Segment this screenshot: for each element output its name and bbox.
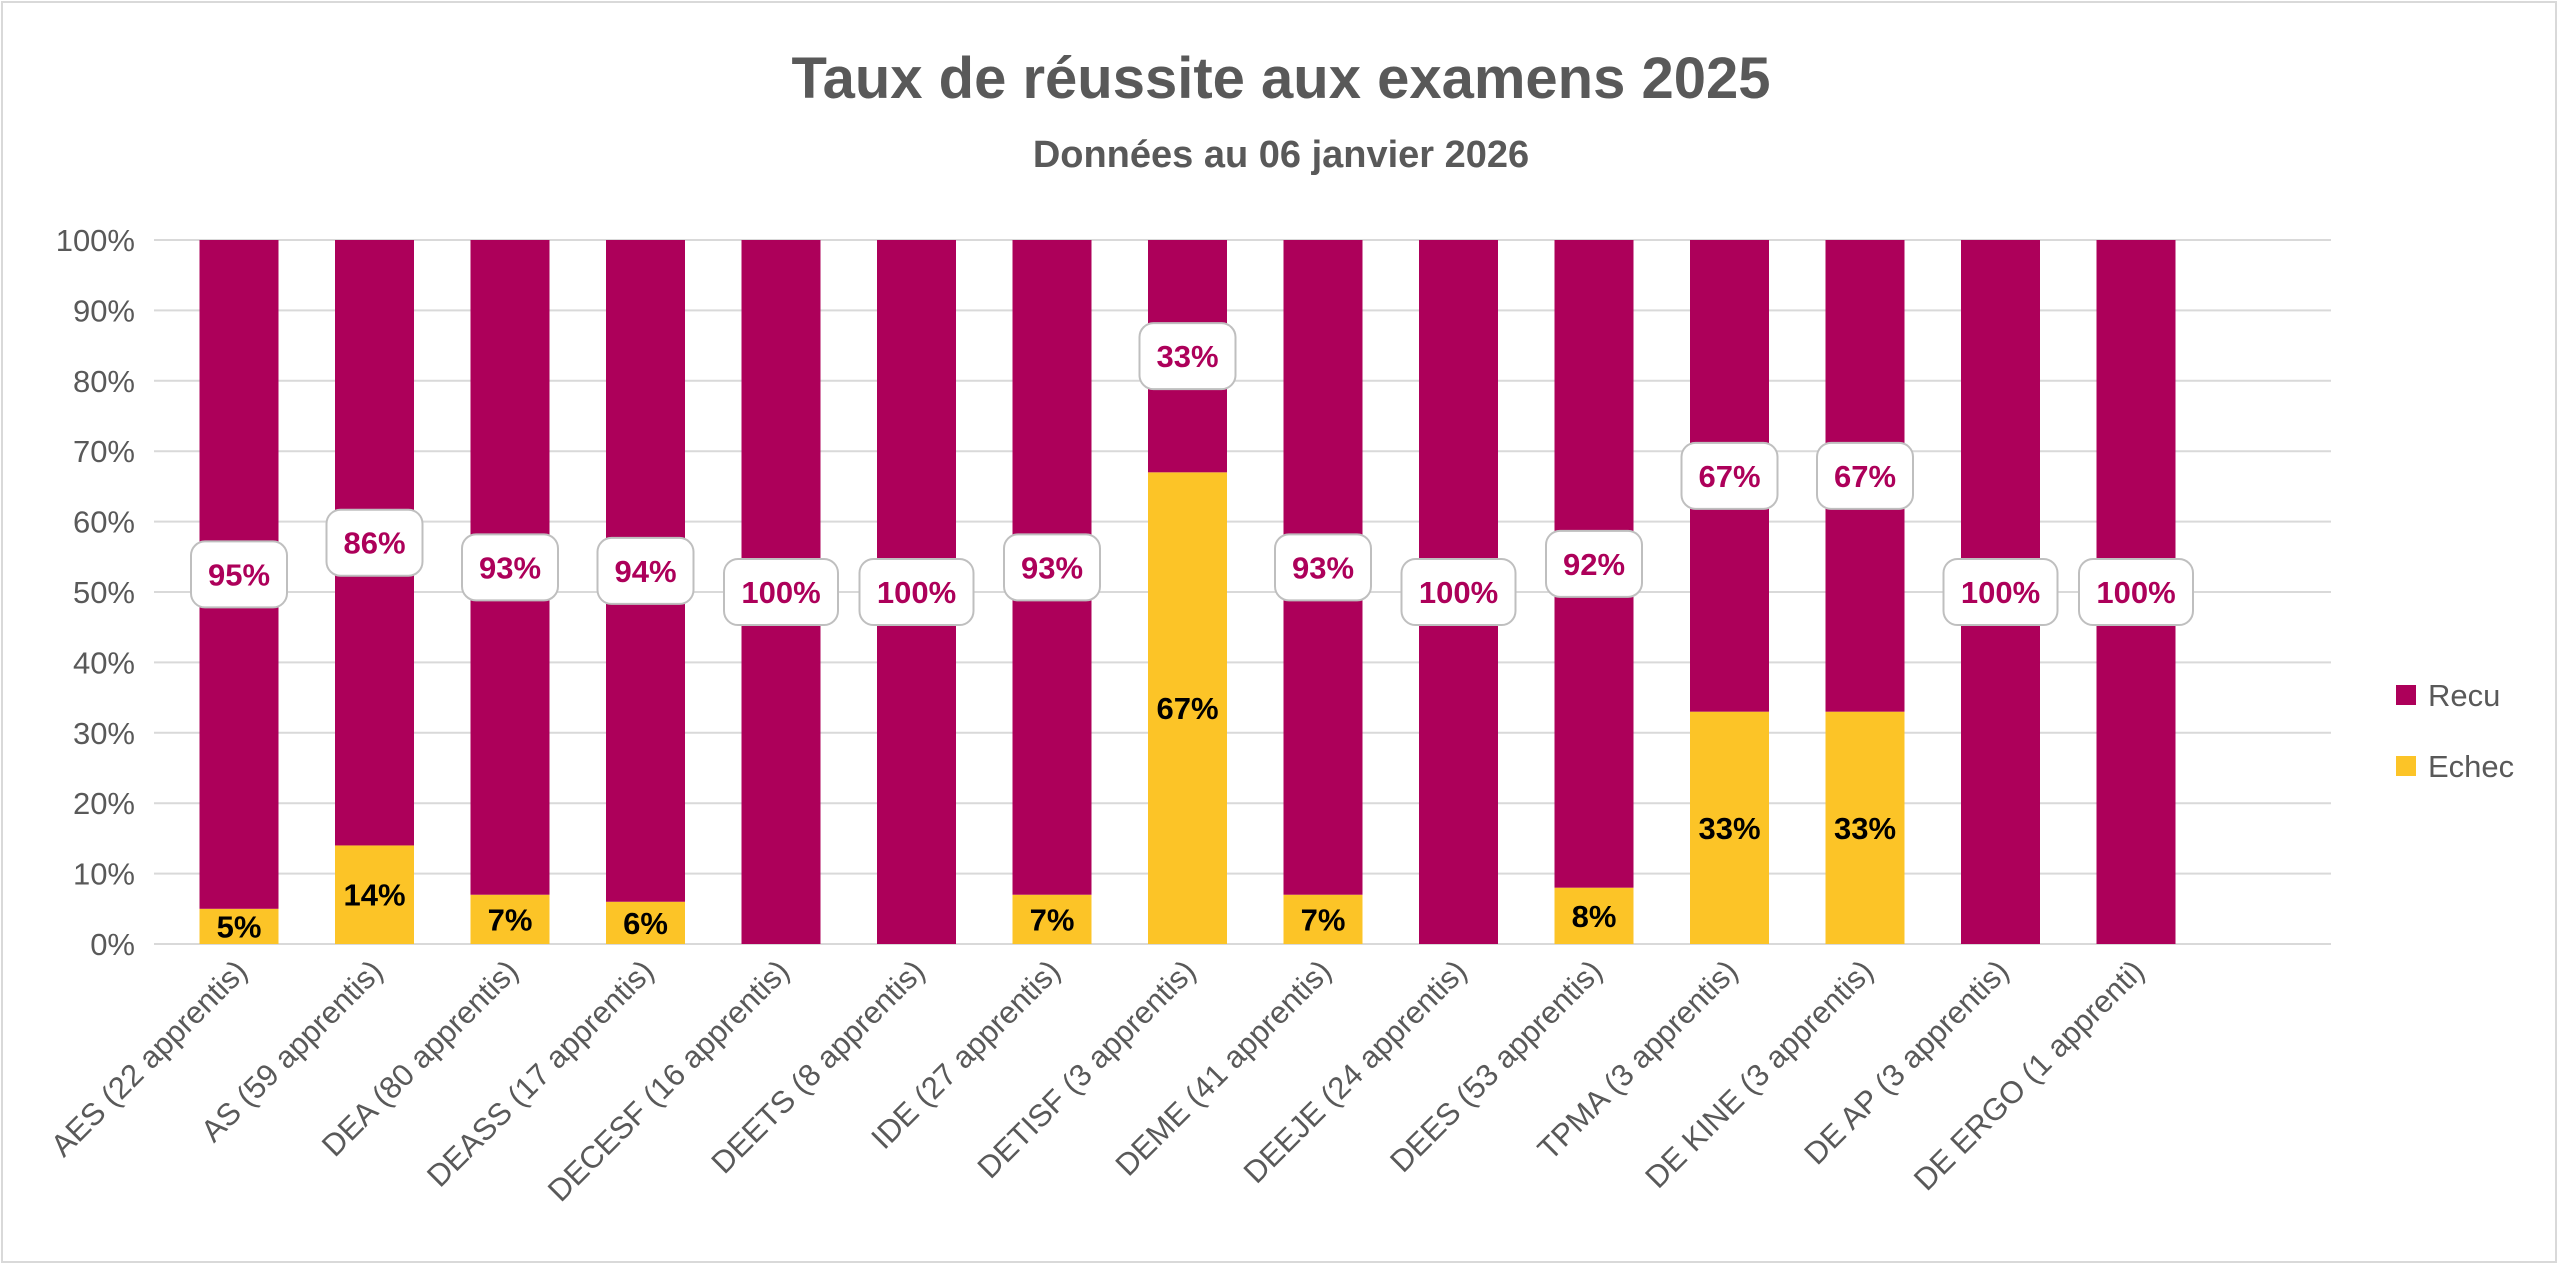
- data-label-recu: 100%: [1961, 575, 2040, 610]
- data-label-echec: 33%: [1698, 811, 1760, 846]
- data-label-echec: 33%: [1834, 811, 1896, 846]
- y-tick-label: 20%: [73, 786, 135, 821]
- data-label-recu: 93%: [1021, 550, 1083, 585]
- y-tick-label: 50%: [73, 575, 135, 610]
- data-label-box: [1003, 533, 1101, 602]
- data-label-echec: 7%: [1030, 902, 1075, 937]
- data-label-echec: 6%: [623, 906, 668, 941]
- data-label-box: [1274, 533, 1372, 602]
- bar-echec: [335, 845, 414, 944]
- data-label-box: [325, 508, 424, 577]
- legend: Recu Echec: [2396, 678, 2514, 784]
- data-label-box: [1816, 441, 1914, 510]
- y-tick-label: 90%: [73, 293, 135, 328]
- data-label-recu: 95%: [208, 557, 270, 592]
- bar-echec: [1012, 894, 1092, 944]
- data-label-echec: 8%: [1572, 899, 1617, 934]
- chart-title: Taux de réussite aux examens 2025: [791, 46, 1770, 111]
- data-label-box: [1545, 529, 1643, 598]
- data-label-box: [1680, 441, 1779, 510]
- data-label-recu: 67%: [1834, 459, 1896, 494]
- y-tick-label: 10%: [73, 857, 135, 892]
- bar-echec: [606, 901, 685, 944]
- chart-svg: Taux de réussite aux examens 2025 Donnée…: [44, 46, 2514, 1208]
- bar-echec: [199, 908, 279, 944]
- bar-echec: [1825, 711, 1905, 944]
- data-label-box: [1400, 558, 1517, 626]
- y-tick-label: 30%: [73, 716, 135, 751]
- legend-swatch: [2396, 756, 2416, 776]
- y-tick-label: 60%: [73, 505, 135, 540]
- y-tick-label: 80%: [73, 364, 135, 399]
- data-label-box: [190, 540, 288, 609]
- data-label-echec: 67%: [1156, 691, 1218, 726]
- data-label-recu: 100%: [741, 575, 820, 610]
- x-tick-label: DEEJE (24 apprentis): [1237, 953, 1474, 1190]
- data-label-recu: 93%: [1292, 550, 1354, 585]
- data-label-recu: 86%: [343, 526, 405, 561]
- data-label-echec: 7%: [1301, 902, 1346, 937]
- y-tick-label: 70%: [73, 434, 135, 469]
- data-label-box: [723, 558, 839, 626]
- data-label-box: [1942, 558, 2059, 626]
- data-label-recu: 94%: [614, 554, 676, 589]
- legend-swatch: [2396, 685, 2416, 705]
- data-labels: 95% 5% 86% 14% 93% 7% 94% 6% 100% 100% 93% 7% 33% 67%…: [190, 322, 2194, 944]
- x-axis-labels: AES (22 apprentis)AS (59 apprentis)DEA (…: [44, 953, 2151, 1208]
- legend-label: Echec: [2428, 749, 2514, 784]
- data-label-box: [2078, 558, 2194, 626]
- x-tick-label: DEASS (17 apprentis): [420, 953, 660, 1193]
- legend-label: Recu: [2428, 678, 2500, 713]
- bar-echec: [1148, 472, 1227, 944]
- data-label-recu: 33%: [1156, 339, 1218, 374]
- y-tick-label: 0%: [90, 927, 135, 962]
- x-tick-label: DE KINE (3 apprentis): [1638, 953, 1880, 1195]
- x-tick-label: DE ERGO (1 apprenti): [1907, 953, 2151, 1197]
- bar-echec: [1283, 894, 1363, 944]
- data-label-box: [858, 558, 975, 626]
- data-label-echec: 7%: [488, 902, 533, 937]
- data-label-box: [596, 536, 695, 605]
- bar-echec: [1690, 711, 1769, 944]
- data-label-echec: 14%: [343, 878, 405, 913]
- bar-echec: [1554, 887, 1634, 944]
- x-tick-label: DETISF (3 apprentis): [971, 953, 1203, 1185]
- y-axis-ticks: 0% 10% 20% 30% 40% 50% 60% 70% 80% 90% 100%: [56, 223, 135, 962]
- data-label-recu: 100%: [877, 575, 956, 610]
- data-label-box: [461, 533, 559, 602]
- data-label-recu: 100%: [1419, 575, 1498, 610]
- bar-echec: [470, 894, 550, 944]
- data-label-recu: 92%: [1563, 547, 1625, 582]
- data-label-recu: 100%: [2096, 575, 2175, 610]
- data-label-recu: 93%: [479, 550, 541, 585]
- x-tick-label: DECESF (16 apprentis): [541, 953, 796, 1208]
- y-tick-label: 100%: [56, 223, 135, 258]
- data-label-box: [1138, 322, 1237, 391]
- y-tick-label: 40%: [73, 645, 135, 680]
- chart-subtitle: Données au 06 janvier 2026: [1033, 134, 1529, 176]
- data-label-echec: 5%: [217, 909, 262, 944]
- data-label-recu: 67%: [1698, 459, 1760, 494]
